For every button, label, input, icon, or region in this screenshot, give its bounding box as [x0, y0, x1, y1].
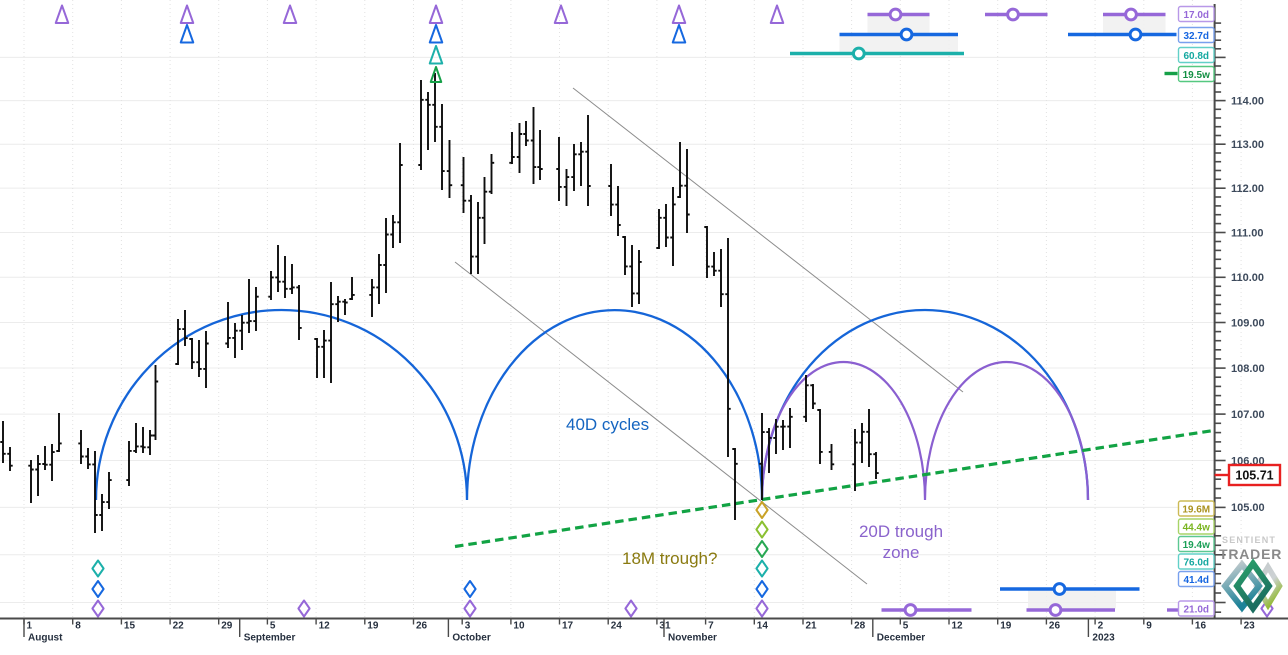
svg-text:105.71: 105.71: [1235, 469, 1273, 483]
svg-text:2023: 2023: [1092, 633, 1115, 644]
svg-text:12: 12: [319, 621, 331, 632]
svg-text:7: 7: [708, 621, 714, 632]
svg-text:9: 9: [1146, 621, 1152, 632]
svg-text:3: 3: [465, 621, 471, 632]
svg-text:12: 12: [952, 621, 964, 632]
svg-text:110.00: 110.00: [1231, 272, 1264, 284]
svg-text:105.00: 105.00: [1231, 502, 1265, 514]
svg-text:108.00: 108.00: [1231, 363, 1265, 375]
svg-text:113.00: 113.00: [1231, 139, 1264, 151]
svg-text:21.0d: 21.0d: [1183, 604, 1209, 615]
svg-text:19: 19: [367, 621, 379, 632]
svg-text:21: 21: [806, 621, 818, 632]
svg-text:August: August: [28, 633, 63, 644]
svg-text:19: 19: [1000, 621, 1012, 632]
svg-text:8: 8: [75, 621, 81, 632]
svg-text:76.0d: 76.0d: [1183, 557, 1209, 568]
svg-text:18M trough?: 18M trough?: [622, 549, 717, 568]
svg-text:5: 5: [270, 621, 276, 632]
svg-text:114.00: 114.00: [1231, 95, 1264, 107]
svg-text:23: 23: [1244, 621, 1256, 632]
svg-text:1: 1: [27, 621, 33, 632]
svg-text:15: 15: [124, 621, 136, 632]
svg-text:31: 31: [659, 621, 671, 632]
svg-text:26: 26: [1049, 621, 1061, 632]
svg-text:28: 28: [854, 621, 866, 632]
svg-text:10: 10: [513, 621, 525, 632]
svg-text:19.5w: 19.5w: [1183, 70, 1210, 81]
svg-text:22: 22: [173, 621, 185, 632]
svg-text:14: 14: [757, 621, 769, 632]
svg-text:19.6M: 19.6M: [1182, 504, 1210, 515]
svg-text:TRADER: TRADER: [1219, 546, 1282, 562]
svg-text:109.00: 109.00: [1231, 317, 1265, 329]
svg-text:December: December: [877, 633, 925, 644]
svg-text:60.8d: 60.8d: [1183, 51, 1209, 62]
svg-text:111.00: 111.00: [1231, 227, 1263, 239]
svg-text:107.00: 107.00: [1231, 409, 1265, 421]
svg-text:17.0d: 17.0d: [1183, 10, 1209, 21]
svg-text:2: 2: [1098, 621, 1104, 632]
svg-text:44.4w: 44.4w: [1183, 522, 1210, 533]
svg-text:September: September: [244, 633, 296, 644]
svg-text:5: 5: [903, 621, 909, 632]
svg-text:24: 24: [611, 621, 623, 632]
svg-text:112.00: 112.00: [1231, 183, 1264, 195]
svg-text:26: 26: [416, 621, 428, 632]
svg-text:41.4d: 41.4d: [1183, 575, 1209, 586]
svg-text:19.4w: 19.4w: [1183, 540, 1210, 551]
svg-text:32.7d: 32.7d: [1183, 31, 1209, 42]
svg-text:17: 17: [562, 621, 574, 632]
svg-text:SENTIENT: SENTIENT: [1222, 535, 1276, 545]
svg-text:29: 29: [221, 621, 233, 632]
svg-text:zone: zone: [883, 543, 920, 562]
svg-text:16: 16: [1195, 621, 1207, 632]
svg-text:October: October: [452, 633, 490, 644]
svg-text:November: November: [668, 633, 717, 644]
svg-text:20D trough: 20D trough: [859, 522, 943, 541]
svg-text:40D cycles: 40D cycles: [566, 415, 649, 434]
